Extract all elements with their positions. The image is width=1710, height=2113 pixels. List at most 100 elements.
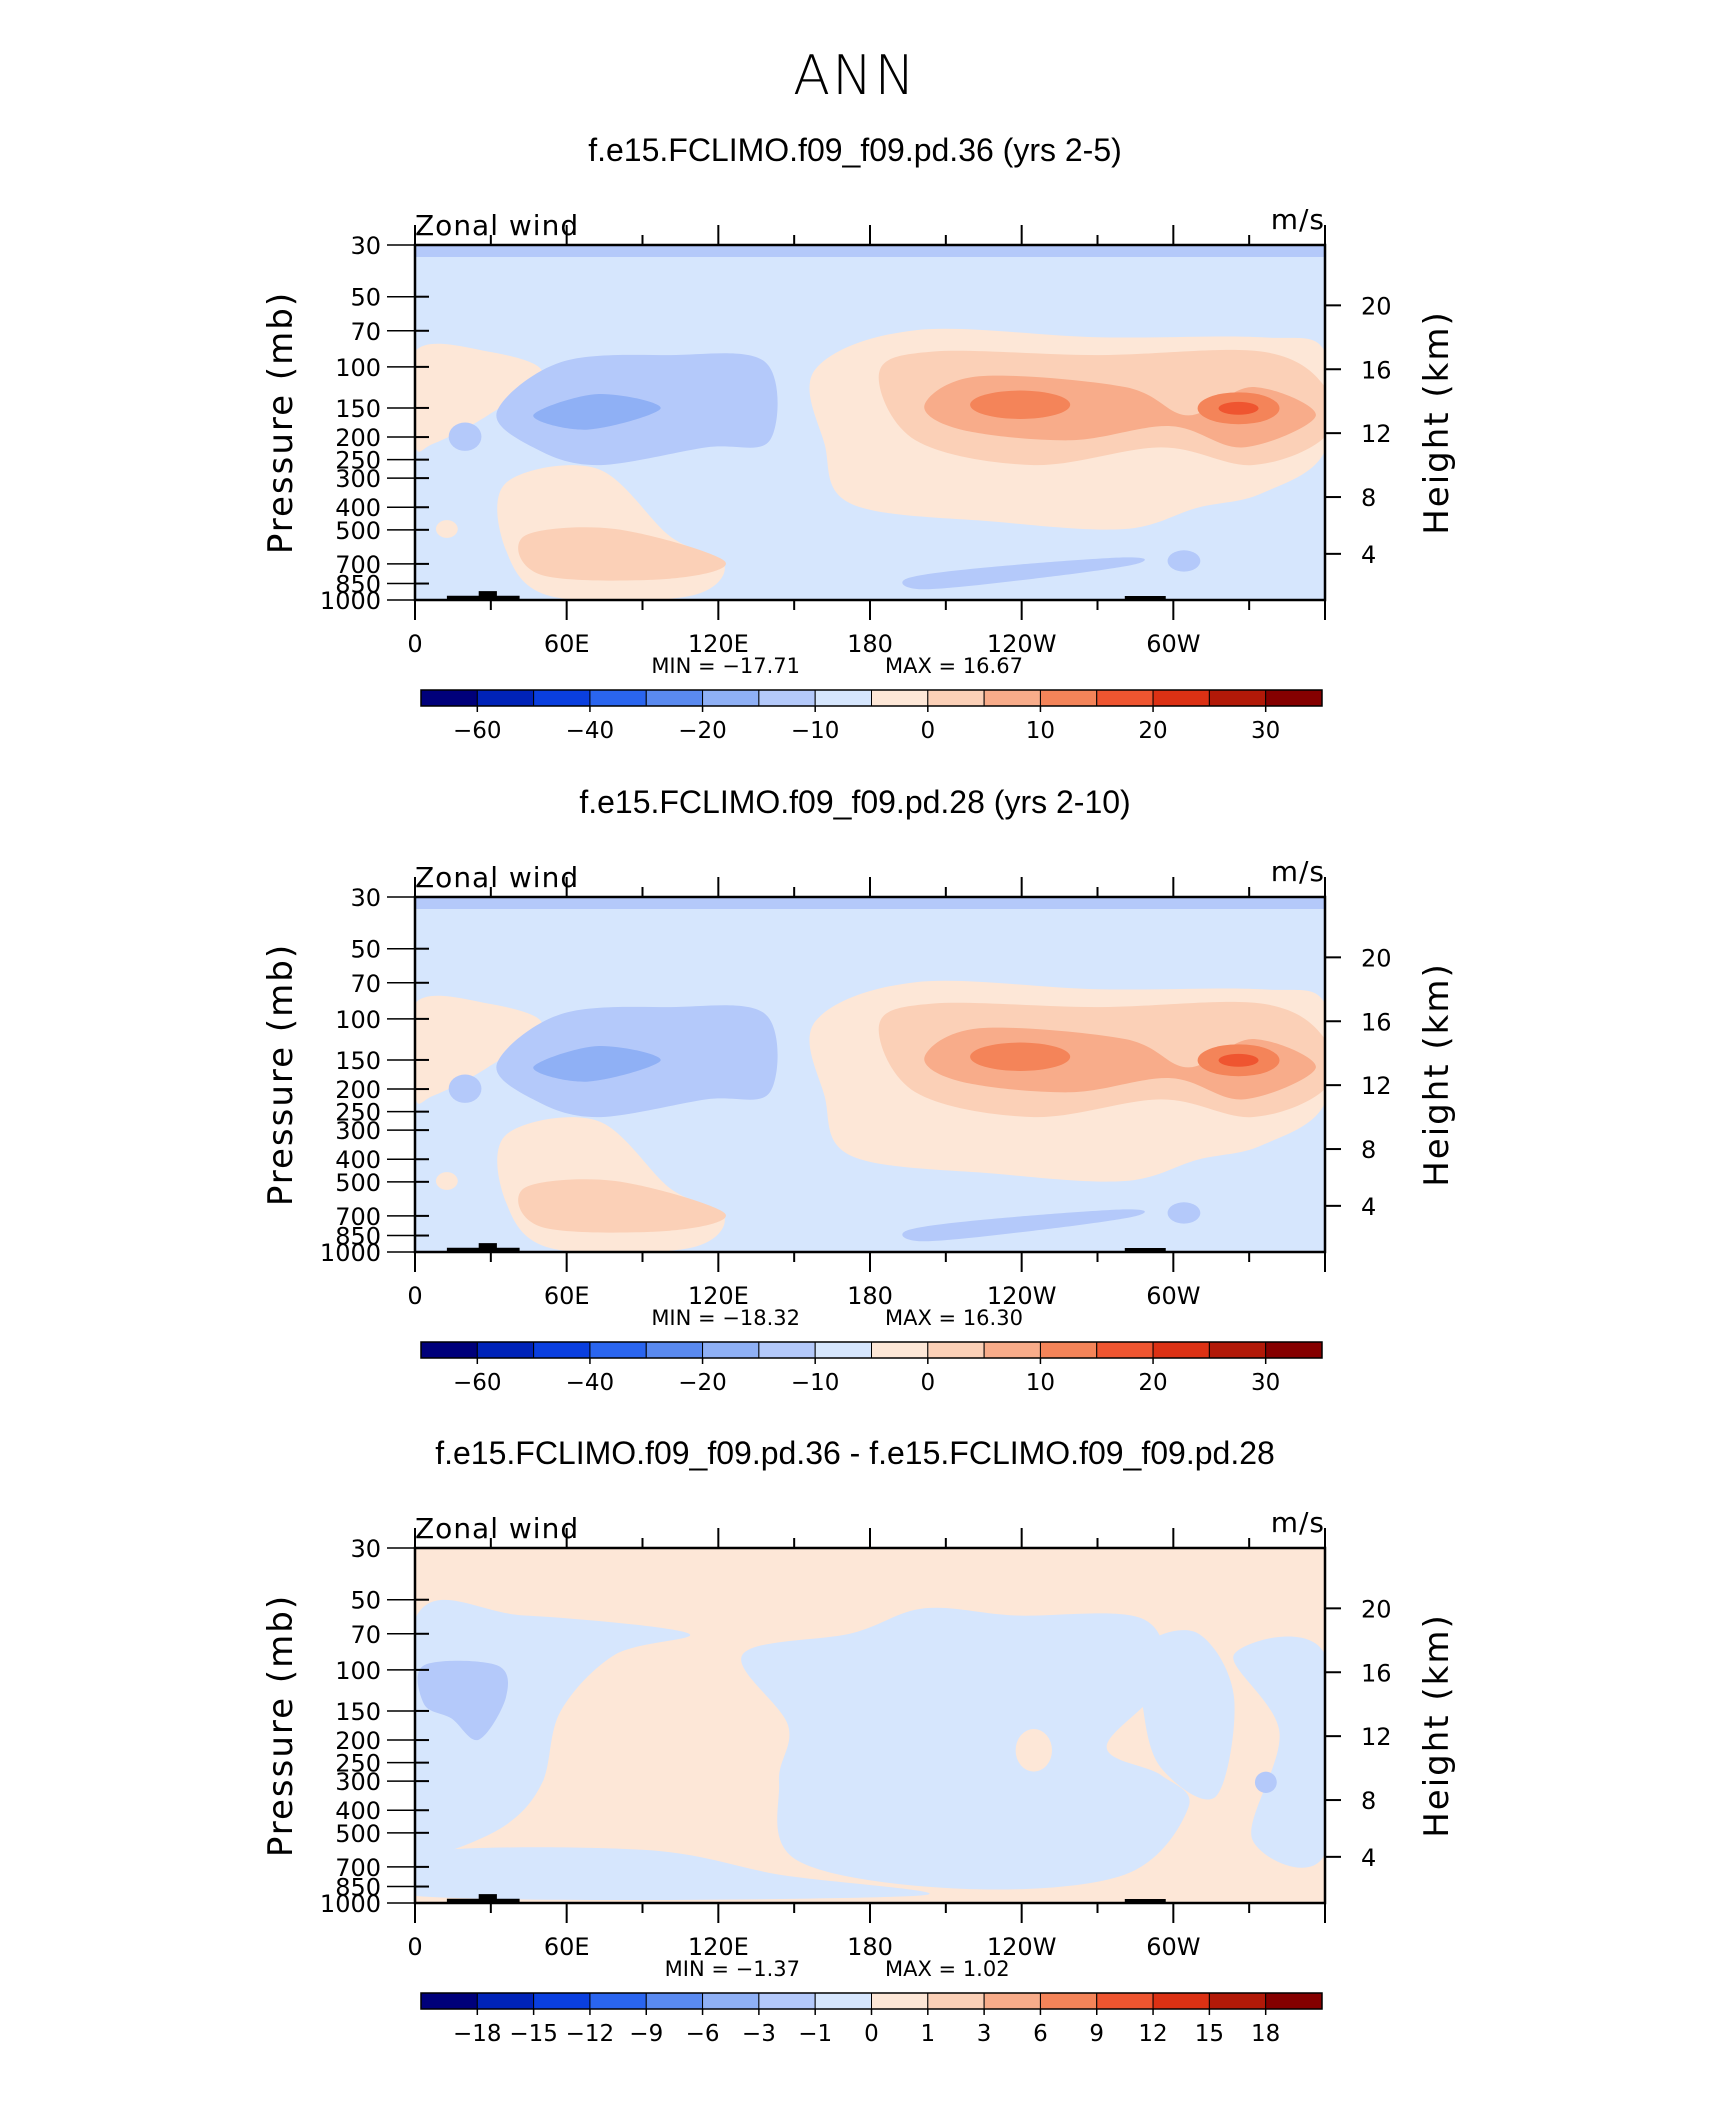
contour-field [415, 897, 1325, 1252]
left-edge-westerly [415, 343, 543, 452]
units-label: m/s [1271, 855, 1325, 888]
panel-2-title: f.e15.FCLIMO.f09_f09.pd.28 (yrs 2-10) [579, 784, 1131, 820]
upper-blue-band [415, 245, 1325, 257]
min-value: MIN = −18.32 [651, 1306, 800, 1330]
y-tick-label: 300 [335, 1117, 381, 1145]
y-tick-label: 400 [335, 1146, 381, 1174]
max-value: MAX = 16.67 [885, 654, 1023, 678]
colorbar-label: 3 [977, 2021, 992, 2047]
y-tick-label: 400 [335, 494, 381, 522]
colorbar-swatch [420, 1992, 478, 2010]
zonal-wind-label: Zonal wind [415, 861, 579, 894]
colorbar-swatch [1208, 689, 1267, 707]
colorbar-swatch [1096, 1341, 1154, 1359]
y-tick-label: 50 [350, 936, 381, 964]
colorbar-swatch [758, 1992, 816, 2010]
y-tick-label: 30 [350, 1535, 381, 1563]
y-tick-label: 1000 [320, 1890, 381, 1918]
right-tick-label: 4 [1361, 1844, 1376, 1872]
colorbar-label: 30 [1251, 718, 1280, 744]
topography-asia [446, 1894, 520, 1903]
colorbar-swatch [814, 1341, 872, 1359]
colorbar-label: −15 [509, 2021, 558, 2047]
colorbar-swatch [1039, 1992, 1098, 2010]
right-tick-label: 8 [1361, 1787, 1376, 1815]
colorbar-swatch [871, 689, 929, 707]
positive-spot-west [631, 1768, 654, 1797]
lower-westerly-core [518, 527, 726, 581]
x-tick-label: 60W [1146, 1933, 1200, 1961]
x-tick-label: 60E [544, 1282, 590, 1310]
y-tick-label: 100 [335, 1657, 381, 1685]
colorbar-label: 10 [1026, 718, 1055, 744]
negative-region-edge [1233, 1636, 1325, 1868]
right-tick-label: 20 [1361, 292, 1392, 320]
y-tick-label: 700 [335, 1854, 381, 1882]
colorbar-swatch [1152, 1341, 1210, 1359]
colorbar-swatch [645, 689, 704, 707]
right-tick-label: 12 [1361, 1072, 1392, 1100]
topography-americas [1124, 596, 1166, 600]
colorbar-label: 15 [1195, 2021, 1224, 2047]
colorbar-label: −20 [678, 718, 727, 744]
colorbar-swatch [1265, 689, 1323, 707]
topography-asia [446, 591, 520, 600]
y-tick-label: 30 [350, 884, 381, 912]
y-tick-label: 500 [335, 517, 381, 545]
colorbar-swatch [1152, 689, 1210, 707]
small-easterly-patch-east [1167, 550, 1201, 572]
x-tick-label: 60E [544, 1933, 590, 1961]
colorbar-label: −60 [453, 1370, 502, 1396]
colorbar-swatch [871, 1992, 929, 2010]
colorbar-swatch [758, 689, 816, 707]
colorbar-label: 6 [1033, 2021, 1048, 2047]
colorbar-swatch [702, 1992, 760, 2010]
panel-3-title: f.e15.FCLIMO.f09_f09.pd.36 - f.e15.FCLIM… [435, 1435, 1275, 1471]
y-tick-label: 1000 [320, 1239, 381, 1267]
left-edge-westerly [415, 995, 543, 1104]
y-tick-label: 100 [335, 1006, 381, 1034]
y-tick-label: 1000 [320, 587, 381, 615]
colorbar-label: −6 [686, 2021, 720, 2047]
colorbar-swatch [702, 689, 760, 707]
max-value: MAX = 1.02 [885, 1957, 1010, 1981]
y-tick-label: 250 [335, 447, 381, 475]
jet-core-central [970, 1042, 1071, 1071]
colorbar-swatch [589, 1341, 647, 1359]
y-tick-label: 150 [335, 1698, 381, 1726]
colorbar-swatch [927, 1992, 985, 2010]
colorbar-label: 0 [920, 1370, 935, 1396]
x-tick-label: 120E [688, 630, 749, 658]
colorbar-swatch [476, 689, 535, 707]
colorbar-swatch [758, 1341, 816, 1359]
y-tick-label: 30 [350, 232, 381, 260]
colorbar-swatch [871, 1341, 929, 1359]
colorbar-label: 20 [1138, 1370, 1167, 1396]
right-axis-label: Height (km) [1417, 962, 1457, 1187]
colorbar-label: −60 [453, 718, 502, 744]
y-axis-label: Pressure (mb) [261, 943, 301, 1206]
colorbar-swatch [420, 689, 478, 707]
colorbar-swatch [814, 689, 872, 707]
y-tick-label: 700 [335, 551, 381, 579]
right-axis-label: Height (km) [1417, 310, 1457, 535]
colorbar-swatch [476, 1341, 535, 1359]
small-easterly-patch-east [1167, 1202, 1201, 1224]
colorbar-label: 12 [1138, 2021, 1167, 2047]
right-tick-label: 20 [1361, 1595, 1392, 1623]
x-tick-label: 180 [847, 1282, 893, 1310]
x-tick-label: 0 [407, 1282, 422, 1310]
y-tick-label: 200 [335, 1076, 381, 1104]
colorbar-label: 10 [1026, 1370, 1055, 1396]
colorbar-swatch [1096, 1992, 1154, 2010]
colorbar-swatch [814, 1992, 872, 2010]
small-westerly-patch [435, 520, 458, 538]
x-tick-label: 120W [987, 1282, 1057, 1310]
y-tick-label: 300 [335, 465, 381, 493]
topography-americas [1124, 1899, 1166, 1903]
y-tick-label: 700 [335, 1203, 381, 1231]
colorbar-label: −9 [629, 2021, 663, 2047]
